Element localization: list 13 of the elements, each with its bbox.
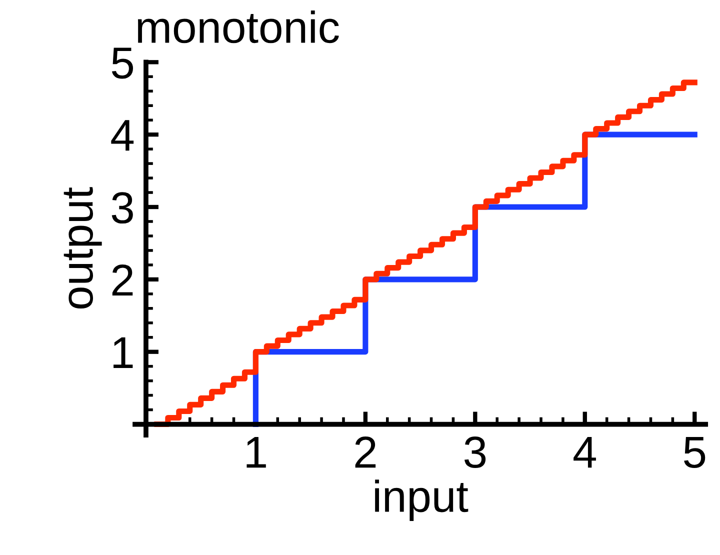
y-tick-label: 3 [112, 192, 133, 224]
y-axis-title: output [64, 187, 102, 309]
x-axis-title: input [375, 480, 468, 522]
y-tick-label: 1 [114, 337, 133, 368]
x-tick-label: 4 [574, 437, 596, 468]
y-tick-label: 4 [111, 120, 134, 151]
chart-title: monotonic [138, 10, 339, 44]
x-tick-label: 1 [246, 437, 266, 468]
x-tick-label: 5 [684, 437, 706, 468]
x-tick-label: 2 [355, 436, 376, 468]
y-tick-label: 5 [112, 48, 133, 79]
x-tick-label: 3 [464, 436, 486, 468]
y-tick-label: 2 [112, 264, 133, 296]
